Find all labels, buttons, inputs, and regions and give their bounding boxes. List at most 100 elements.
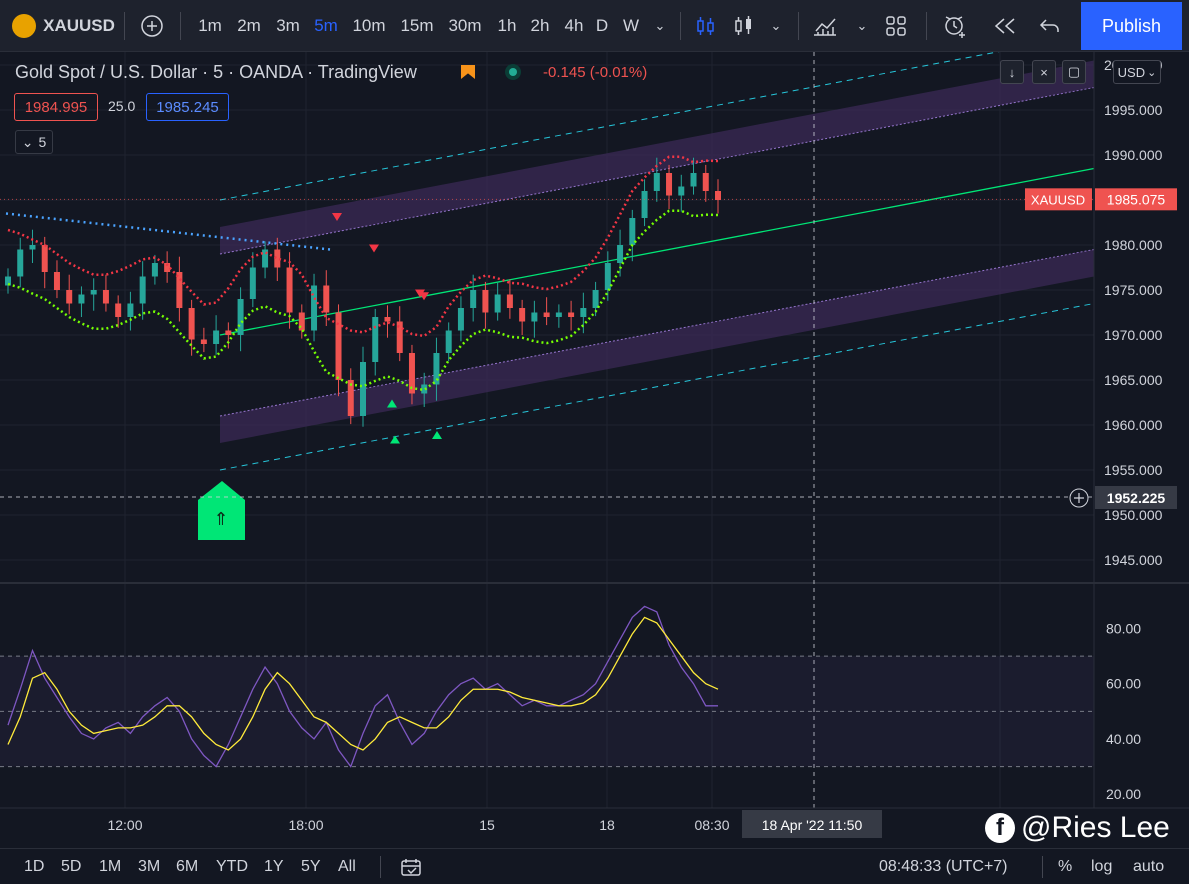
buy-price-button[interactable]: 1985.245	[146, 93, 229, 121]
timeframe-2m[interactable]: 2m	[237, 16, 261, 35]
chevron-down-icon: ⌄	[1147, 66, 1157, 79]
candle-body	[286, 267, 293, 313]
channel-lower-dashed	[219, 303, 1095, 471]
log-scale-toggle[interactable]: log	[1091, 858, 1113, 875]
candle-body	[213, 330, 220, 344]
candle-body	[408, 353, 415, 394]
candle-body	[249, 267, 256, 299]
candle-body	[433, 353, 440, 385]
candle-body	[445, 330, 452, 353]
long-position-marker	[198, 481, 245, 540]
timeframe-30m[interactable]: 30m	[448, 16, 482, 35]
timeframe-chevron-down-icon[interactable]: ⌄	[654, 18, 666, 33]
auto-scale-toggle[interactable]: auto	[1133, 858, 1165, 875]
price-tick-label: 1970.000	[1104, 327, 1163, 343]
arrow-down-icon[interactable]: ↓	[1000, 60, 1024, 84]
candle-body	[335, 312, 342, 380]
indicators-chevron-down-icon[interactable]: ⌄	[856, 18, 868, 33]
candle-body	[555, 312, 562, 317]
candles-icon[interactable]	[692, 0, 720, 52]
alert-clock-icon[interactable]	[940, 0, 970, 52]
crosshair-plus-cross	[1074, 493, 1084, 503]
clock-timezone[interactable]: 08:48:33 (UTC+7)	[879, 858, 1008, 875]
candle-body	[666, 173, 673, 196]
top-toolbar: XAUUSD 1m 2m 3m 5m 10m 15m 30m 1h 2h 4h …	[0, 0, 1189, 52]
rsi-tick-label: 40.00	[1106, 731, 1141, 747]
time-tick-label: 18	[599, 817, 615, 833]
candle-body	[506, 294, 513, 308]
go-to-date-icon[interactable]	[400, 849, 422, 884]
timeframe-1m[interactable]: 1m	[198, 16, 222, 35]
range-all[interactable]: All	[338, 858, 356, 875]
sell-price-button[interactable]: 1984.995	[14, 93, 98, 121]
compare-add-icon[interactable]	[138, 0, 166, 52]
candle-body	[494, 294, 501, 313]
rsi-tick-label: 20.00	[1106, 786, 1141, 802]
time-tick-label: 15	[479, 817, 495, 833]
sell-signal-marker	[332, 213, 342, 221]
range-1m[interactable]: 1M	[99, 858, 122, 875]
rsi-pane	[0, 605, 1094, 768]
candle-body	[690, 173, 697, 187]
price-tick-label: 1945.000	[1104, 552, 1163, 568]
timeframe-3m[interactable]: 3m	[276, 16, 300, 35]
bar-style-icon[interactable]	[730, 0, 758, 52]
timeframe-5m[interactable]: 5m	[314, 16, 338, 35]
layout-grid-icon[interactable]	[882, 0, 910, 52]
range-5y[interactable]: 5Y	[301, 858, 321, 875]
candle-body	[262, 249, 269, 268]
channel-upper-band	[220, 60, 1094, 254]
candle-body	[384, 317, 391, 322]
collapse-arrows-icon[interactable]: ×	[1032, 60, 1056, 84]
symbol-price-tag-label: XAUUSD	[1031, 192, 1085, 207]
bookmark-flag-icon[interactable]	[461, 65, 475, 79]
watermark-text: @Ries Lee	[1021, 811, 1170, 844]
range-3m[interactable]: 3M	[138, 858, 161, 875]
chevron-down-icon: ⌄	[21, 133, 34, 150]
buy-signal-marker	[390, 435, 400, 444]
timeframe-1h[interactable]: 1h	[497, 16, 517, 35]
undo-icon[interactable]	[1035, 0, 1065, 52]
replay-rewind-icon[interactable]	[990, 0, 1020, 52]
rsi-tick-label: 80.00	[1106, 620, 1141, 636]
toolbar-divider	[926, 12, 927, 40]
publish-button[interactable]: Publish	[1081, 2, 1182, 50]
currency-label: USD	[1117, 64, 1146, 80]
candle-body	[617, 245, 624, 263]
indicators-collapse-toggle[interactable]: ⌄ 5	[15, 130, 53, 154]
range-5d[interactable]: 5D	[61, 858, 82, 875]
timeframe-2h[interactable]: 2h	[530, 16, 550, 35]
main-chart-pane[interactable]: ⇑2000.0001995.0001990.0001985.0001980.00…	[0, 52, 1189, 842]
range-1d[interactable]: 1D	[24, 858, 45, 875]
toolbar-divider	[680, 12, 681, 40]
range-ytd[interactable]: YTD	[216, 858, 248, 875]
channel-lower-band	[220, 249, 1094, 443]
rsi-line	[7, 605, 718, 768]
crosshair-price-label: 1952.225	[1107, 490, 1166, 506]
candle-body	[678, 186, 685, 196]
candle-body	[102, 290, 109, 304]
timeframe-4h[interactable]: 4h	[564, 16, 584, 35]
indicators-icon[interactable]	[810, 0, 840, 52]
fullscreen-icon[interactable]: ▢	[1062, 60, 1086, 84]
timeframe-w[interactable]: W	[622, 16, 640, 35]
candle-body	[360, 362, 366, 416]
crosshair-plus-icon	[1069, 488, 1089, 508]
range-1y[interactable]: 1Y	[264, 858, 284, 875]
timeframe-10m[interactable]: 10m	[352, 16, 386, 35]
timeframe-15m[interactable]: 15m	[400, 16, 434, 35]
spread-value: 25.0	[108, 98, 136, 114]
price-chart-canvas[interactable]: ⇑2000.0001995.0001990.0001985.0001980.00…	[0, 52, 1189, 842]
symbol-search-button[interactable]: XAUUSD	[43, 16, 115, 35]
range-6m[interactable]: 6M	[176, 858, 199, 875]
candle-body	[592, 290, 599, 308]
candle-body	[702, 173, 709, 191]
percent-scale-toggle[interactable]: %	[1058, 858, 1073, 875]
chart-type-chevron-down-icon[interactable]: ⌄	[770, 18, 782, 33]
legend-price-change: -0.145 (-0.01%)	[543, 64, 648, 81]
rsi-ma-line	[7, 616, 719, 751]
currency-select[interactable]: USD ⌄	[1113, 60, 1161, 84]
channel-median-line	[219, 167, 1095, 336]
candle-body	[347, 380, 354, 416]
timeframe-d[interactable]: D	[595, 16, 609, 35]
